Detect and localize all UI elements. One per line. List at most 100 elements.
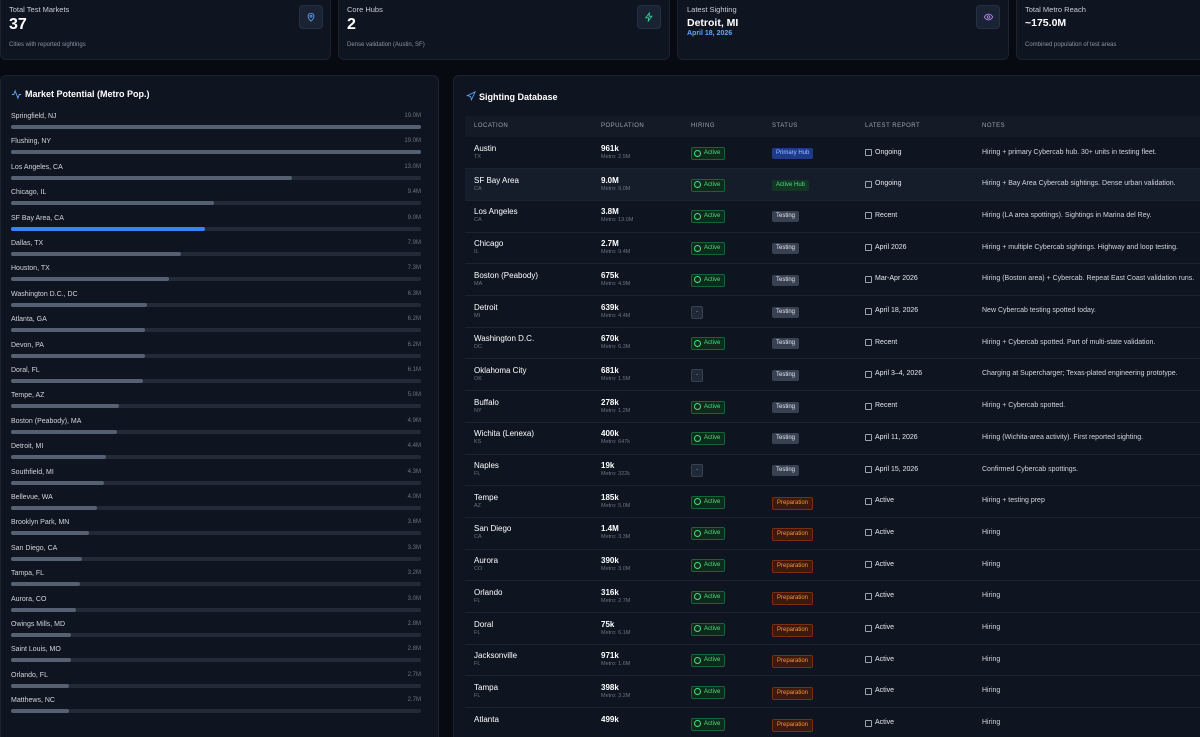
metro: Metro: 4.4M [601,312,631,319]
calendar-icon [865,307,872,315]
metro: Metro: 9.4M [601,249,631,256]
latest-report: Active [875,528,895,536]
population: 670k [601,334,619,344]
row-divider [465,707,1200,709]
latest-report: April 11, 2026 [875,433,918,441]
market-name: Matthews, NC [11,697,55,705]
market-name: Devon, PA [11,341,44,349]
row-divider [465,675,1200,677]
bar-track [11,429,421,434]
latest-report: Active [875,655,895,663]
check-icon [694,434,701,442]
region: FL [474,692,481,699]
bar-track [11,658,421,663]
status-badge: Preparation [772,655,814,669]
market-name: Brooklyn Park, MN [11,519,70,527]
market-name: Aurora, CO [11,595,47,603]
metro: Metro: 3.0M [601,566,631,573]
region: CO [474,566,483,573]
region: CA [474,217,482,224]
market-name: Los Angeles, CA [11,163,63,171]
location: Boston (Peabody) [474,270,539,280]
row-divider [465,231,1200,233]
region: CA [474,185,482,192]
notes: Hiring + Cybercab spotted. [982,402,1066,410]
column-header: LATEST REPORT [865,123,921,129]
market-value: 3.3M [407,544,421,551]
bar-track [11,582,421,587]
bar [11,480,104,485]
stat-caption: Combined population of test areas [1025,42,1117,48]
latest-report: April 2026 [875,243,907,251]
icon [976,5,1000,29]
market-value: 4.3M [407,468,421,475]
bar-track [11,277,421,282]
metro: Metro: 2.7M [601,597,631,604]
calendar-icon [865,212,872,220]
bar [11,404,119,409]
calendar-icon [865,497,872,505]
bar [11,556,83,561]
notes: Hiring [982,687,1001,695]
latest-report: Recent [875,338,898,346]
metro: Metro: 6.3M [601,344,631,351]
stat-title: Total Metro Reach [1025,5,1086,14]
latest-report: Ongoing [875,180,902,188]
metro: Metro: 322k [601,471,631,477]
location: Chicago [474,239,504,249]
calendar-icon [865,370,872,378]
status-badge: Testing [772,306,800,318]
population: 639k [601,302,619,312]
metro: Metro: 1.2M [601,407,631,414]
icon [637,5,661,29]
population: 398k [601,682,619,692]
notes: Hiring [982,528,1001,536]
market-name: Tempe, AZ [11,392,45,400]
bar-track [11,455,421,460]
market-name: Flushing, NY [11,138,52,146]
metro: Metro: 9.0M [601,185,631,192]
bar [11,353,145,358]
population: 675k [601,270,619,280]
notes: Hiring + primary Cybercab hub. 30+ units… [982,148,1157,156]
market-name: Tampa, FL [11,570,45,578]
bar-track [11,506,421,510]
bar-track [11,226,421,231]
latest-report: Active [875,624,895,631]
bar-track [11,556,421,561]
status-badge: Preparation [772,528,814,542]
region: FL [474,597,481,604]
bar [11,302,147,307]
calendar-icon [865,275,872,283]
bar [11,683,70,688]
stat-card [677,0,1009,60]
latest-report: April 18, 2026 [875,307,919,314]
location: Atlanta [474,714,499,724]
location: Austin [474,144,497,153]
location: Los Angeles [474,207,518,217]
status-badge: Preparation [772,623,814,637]
location: Jacksonville [474,651,518,661]
market-value: 6.3M [407,290,421,297]
market-value: 7.3M [407,265,421,272]
bar [11,201,214,206]
bar [11,582,81,587]
row-divider [465,199,1200,201]
stat-card [338,0,670,60]
column-header: POPULATION [601,123,645,129]
status-badge: Testing [772,465,800,476]
row-divider [465,612,1200,613]
market-value: 2.8M [407,621,421,627]
location: Oklahoma City [474,365,527,375]
region: DC [474,344,482,351]
bar [11,633,72,637]
market-value: 2.7M [407,671,421,678]
notes: Hiring [982,560,1001,568]
bar [11,125,421,129]
stat-card [1016,0,1200,60]
notes: Hiring [982,655,1001,663]
check-icon [694,593,701,601]
metro: Metro: 2.5M [601,154,631,160]
market-name: Boston (Peabody), MA [11,417,82,425]
bar [11,607,76,612]
